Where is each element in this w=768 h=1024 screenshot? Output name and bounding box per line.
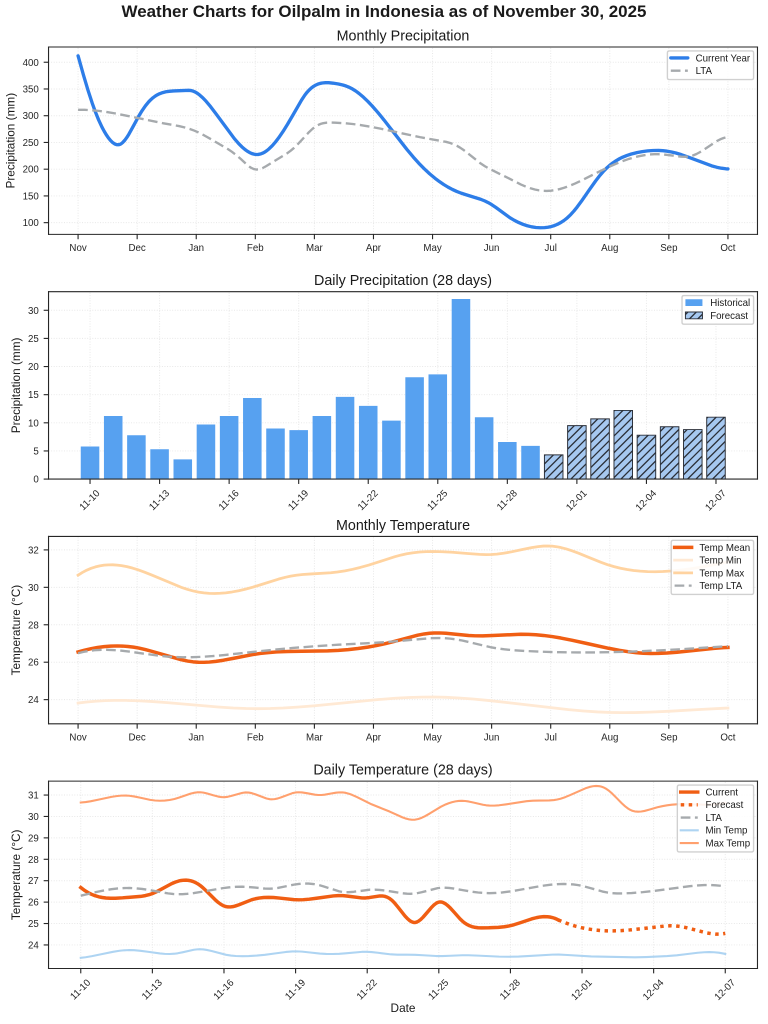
svg-text:31: 31 [28, 791, 39, 802]
svg-text:Current: Current [706, 787, 739, 798]
svg-text:Current Year: Current Year [696, 53, 751, 64]
svg-text:Dec: Dec [129, 243, 146, 254]
svg-text:15: 15 [28, 390, 39, 401]
svg-text:Nov: Nov [69, 243, 86, 254]
svg-text:27: 27 [28, 876, 39, 887]
svg-text:Apr: Apr [366, 243, 382, 254]
svg-text:Aug: Aug [601, 243, 618, 254]
svg-text:10: 10 [28, 418, 39, 429]
svg-text:32: 32 [28, 545, 39, 556]
svg-text:Forecast: Forecast [706, 800, 744, 811]
svg-text:26: 26 [28, 898, 39, 909]
svg-text:Oct: Oct [720, 733, 735, 744]
svg-text:Jan: Jan [188, 243, 204, 254]
svg-text:30: 30 [28, 306, 39, 317]
svg-text:25: 25 [28, 919, 39, 930]
svg-text:Aug: Aug [601, 733, 618, 744]
svg-text:Weather Charts for Oilpalm in: Weather Charts for Oilpalm in Indonesia … [122, 2, 647, 21]
svg-text:LTA: LTA [696, 66, 713, 77]
svg-text:Jul: Jul [544, 733, 556, 744]
svg-text:24: 24 [28, 695, 39, 706]
svg-text:May: May [423, 733, 442, 744]
svg-text:Daily Temperature (28 days): Daily Temperature (28 days) [313, 762, 492, 778]
svg-text:Temp Max: Temp Max [699, 568, 744, 579]
svg-text:Mar: Mar [306, 733, 324, 744]
svg-text:Mar: Mar [306, 243, 324, 254]
svg-text:30: 30 [28, 812, 39, 823]
svg-text:Historical: Historical [710, 298, 750, 309]
svg-text:Jul: Jul [544, 243, 556, 254]
svg-text:Max Temp: Max Temp [706, 838, 751, 849]
svg-text:Temp LTA: Temp LTA [699, 581, 742, 592]
svg-text:Monthly Temperature: Monthly Temperature [336, 518, 470, 534]
svg-text:Forecast: Forecast [710, 311, 748, 322]
svg-text:Jun: Jun [484, 243, 500, 254]
svg-text:Date: Date [391, 1001, 416, 1015]
svg-text:May: May [423, 243, 442, 254]
svg-text:Feb: Feb [247, 243, 264, 254]
svg-text:24: 24 [28, 940, 39, 951]
svg-text:Jun: Jun [484, 733, 500, 744]
svg-text:Sep: Sep [660, 243, 677, 254]
svg-text:30: 30 [28, 583, 39, 594]
svg-text:20: 20 [28, 362, 39, 373]
svg-text:5: 5 [33, 446, 38, 457]
svg-text:28: 28 [28, 855, 39, 866]
svg-text:Oct: Oct [720, 243, 735, 254]
svg-text:150: 150 [23, 191, 40, 202]
svg-text:25: 25 [28, 334, 39, 345]
svg-text:Daily Precipitation (28 days): Daily Precipitation (28 days) [314, 273, 492, 289]
svg-text:Apr: Apr [366, 733, 382, 744]
svg-text:Temperature (°C): Temperature (°C) [9, 585, 23, 676]
svg-text:300: 300 [23, 111, 40, 122]
svg-text:Min Temp: Min Temp [706, 826, 748, 837]
svg-text:200: 200 [23, 165, 40, 176]
svg-text:Feb: Feb [247, 733, 264, 744]
svg-text:Nov: Nov [69, 733, 86, 744]
svg-text:Dec: Dec [129, 733, 146, 744]
svg-text:Precipitation (mm): Precipitation (mm) [9, 337, 23, 433]
svg-text:350: 350 [23, 85, 40, 96]
svg-text:Temp Mean: Temp Mean [699, 543, 750, 554]
svg-text:Sep: Sep [660, 733, 677, 744]
svg-text:Temp Min: Temp Min [699, 556, 741, 567]
svg-text:0: 0 [33, 475, 39, 486]
svg-text:28: 28 [28, 620, 39, 631]
svg-text:29: 29 [28, 833, 39, 844]
svg-text:Jan: Jan [188, 733, 204, 744]
svg-text:Precipitation (mm): Precipitation (mm) [4, 93, 18, 189]
svg-text:Monthly Precipitation: Monthly Precipitation [337, 28, 470, 44]
svg-text:100: 100 [23, 218, 40, 229]
svg-text:26: 26 [28, 658, 39, 669]
svg-text:400: 400 [23, 58, 40, 69]
svg-text:LTA: LTA [706, 813, 723, 824]
svg-text:250: 250 [23, 138, 40, 149]
svg-text:Temperature (°C): Temperature (°C) [9, 829, 23, 920]
